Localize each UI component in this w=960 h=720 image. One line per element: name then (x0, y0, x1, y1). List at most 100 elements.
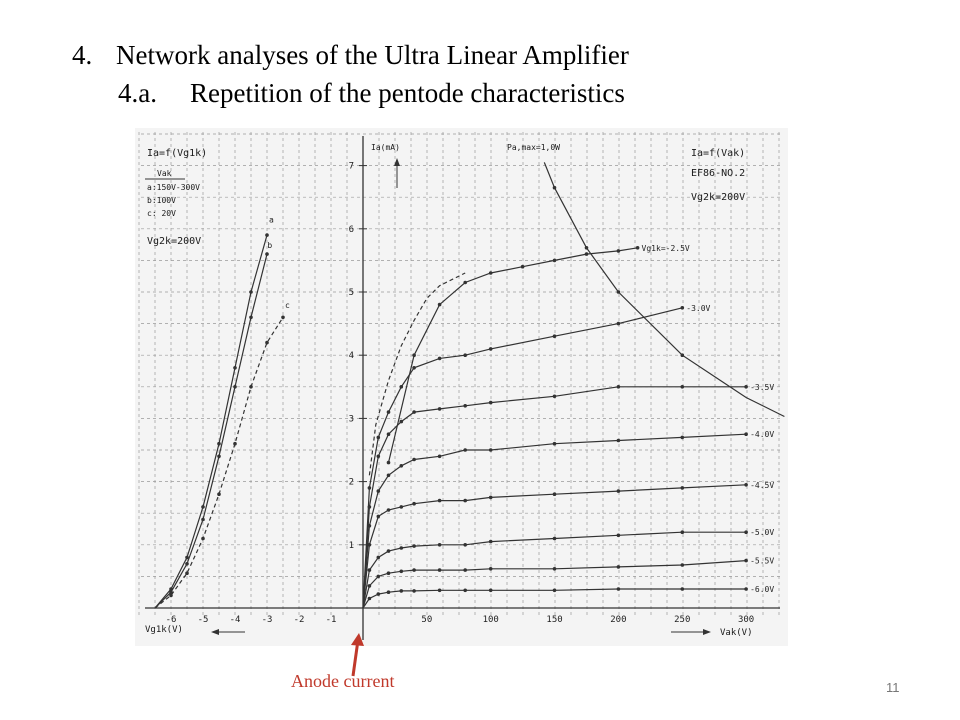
data-point (488, 271, 493, 275)
data-point (201, 505, 205, 509)
data-point (552, 258, 557, 263)
data-point (249, 290, 253, 294)
data-point (552, 588, 557, 593)
left-legend-entry: b:100V (147, 196, 176, 205)
data-point (265, 340, 269, 345)
x-right-arrow-head-icon (703, 629, 711, 635)
pmax-label: Pa,max=1,0W (507, 143, 560, 152)
output-curve-label: -3.5V (750, 383, 774, 392)
y-tick-label: 6 (349, 225, 354, 235)
transfer-curve-label: c (285, 301, 290, 310)
data-point (217, 454, 221, 459)
data-point (367, 596, 372, 601)
transfer-curve-label: a (269, 215, 274, 224)
x-left-tick-label: -1 (326, 615, 337, 625)
tick-labels: 1 2 3 4 5 6 7 -6 -5 -4 -3 -2 -1 50 100 150 200 250 300 (166, 162, 755, 625)
output-curve-label: -6.0V (750, 585, 774, 594)
y-tick-label: 7 (349, 162, 354, 172)
transfer-curve-label: b (267, 241, 272, 250)
data-point (744, 558, 748, 563)
data-point (412, 366, 416, 370)
data-point (376, 555, 381, 560)
chart-points (169, 185, 748, 601)
data-point (437, 407, 442, 411)
right-chart-title: Ia=f(Vak) (691, 148, 745, 159)
data-point (386, 460, 391, 465)
x-right-tick-label: 300 (738, 615, 754, 625)
data-point (552, 185, 557, 190)
data-point (552, 492, 557, 497)
data-point (488, 539, 493, 544)
data-point (265, 252, 269, 256)
x-right-tick-label: 200 (610, 615, 626, 625)
data-point (552, 394, 557, 399)
data-point (399, 385, 404, 389)
data-point (249, 385, 253, 389)
data-point (635, 246, 640, 250)
data-point (367, 584, 372, 588)
data-point (616, 438, 621, 443)
data-point (386, 571, 391, 575)
data-point (584, 252, 589, 256)
output-curve (387, 247, 638, 463)
y-axis-label: Ia(mA) (371, 143, 400, 152)
data-point (463, 404, 468, 408)
data-point (367, 568, 372, 572)
data-point (437, 543, 442, 547)
y-tick-label: 5 (349, 288, 354, 298)
left-chart-title: Ia=f(Vg1k) (147, 148, 207, 159)
data-point (584, 246, 589, 250)
data-point (376, 489, 381, 493)
data-point (488, 347, 493, 351)
data-point (169, 590, 173, 594)
data-point (412, 544, 416, 548)
data-point (463, 588, 468, 593)
data-point (367, 486, 372, 490)
data-point (463, 568, 468, 572)
output-curve (362, 307, 683, 609)
data-point (680, 486, 685, 490)
data-point (217, 492, 221, 497)
data-point (488, 588, 493, 593)
data-point (233, 385, 237, 389)
data-point (616, 249, 621, 253)
data-point (386, 590, 391, 594)
chart-labels: a b c Vg1k=-2.5V -3.0V -3.5V -4.0V -4.5V -5.0V -5… (145, 143, 774, 638)
data-point (399, 464, 404, 468)
data-point (386, 410, 391, 414)
data-point (437, 568, 442, 572)
data-point (463, 280, 468, 285)
x-right-axis-label: Vak(V) (720, 628, 753, 638)
output-curve-label: -4.0V (750, 430, 774, 439)
data-point (744, 587, 748, 591)
x-right-tick-label: 150 (546, 615, 562, 625)
data-point (367, 543, 372, 547)
data-point (488, 448, 493, 452)
data-point (367, 524, 372, 528)
x-right-tick-label: 250 (674, 615, 690, 625)
data-point (744, 385, 748, 389)
data-point (488, 400, 493, 405)
data-point (185, 562, 189, 566)
data-point (437, 356, 442, 361)
data-point (169, 587, 173, 591)
output-curve-label: -3.0V (686, 304, 710, 313)
data-point (201, 536, 205, 541)
x-left-tick-label: -4 (230, 615, 241, 625)
data-point (386, 549, 391, 553)
data-point (552, 334, 557, 338)
data-point (680, 385, 685, 389)
data-point (680, 306, 685, 310)
data-point (412, 568, 416, 572)
data-point (249, 315, 253, 320)
pentode-characteristics-chart: 1 2 3 4 5 6 7 -6 -5 -4 -3 -2 -1 50 100 150 200 250 300 a b c… (135, 128, 788, 646)
data-point (399, 569, 404, 574)
data-point (616, 321, 621, 326)
subtitle-number: 4.a. (118, 78, 157, 108)
data-point (412, 501, 416, 506)
data-point (376, 514, 381, 519)
data-point (376, 454, 381, 459)
data-point (386, 432, 391, 437)
data-point (412, 353, 416, 357)
tube-label: EF86-NO.2 (691, 168, 745, 179)
